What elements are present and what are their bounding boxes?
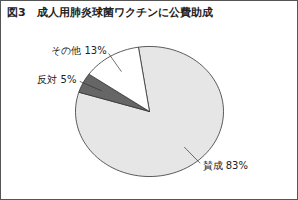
svg-text:賛成 83%: 賛成 83% — [203, 160, 248, 171]
svg-text:その他 13%: その他 13% — [51, 45, 106, 56]
html-text:図3 成人用肺炎球菌ワクチンに公費助成: 図3 成人用肺炎球菌ワクチンに公費助成 — [7, 6, 213, 19]
svg-text:反対 5%: 反対 5% — [37, 74, 76, 85]
